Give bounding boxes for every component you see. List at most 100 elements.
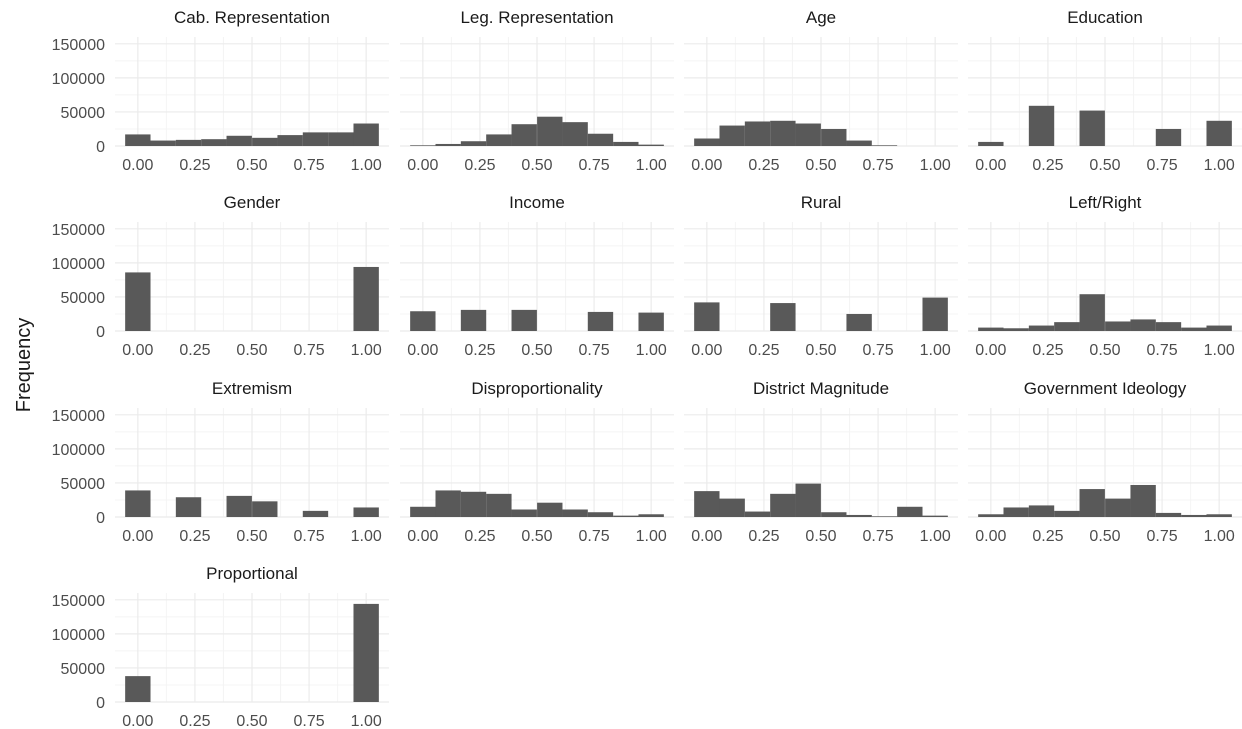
y-axis-title: Frequency xyxy=(13,318,35,413)
histogram-bar xyxy=(1155,512,1182,517)
x-tick-label: 0.75 xyxy=(1147,157,1178,174)
x-tick-label: 0.50 xyxy=(1089,157,1120,174)
histogram-bar xyxy=(1206,514,1232,517)
facet-panel: Government Ideology 0.00 0.25 0.50 0.75 1.00 xyxy=(968,379,1242,545)
x-tick-label: 0.50 xyxy=(805,342,836,359)
histogram-bar xyxy=(125,676,151,702)
histogram-bar xyxy=(410,311,436,331)
facet-panel: Cab. Representation 0.00 0.25 0.50 0.75 1.00 0… xyxy=(52,8,389,174)
x-tick-label: 0.00 xyxy=(975,342,1006,359)
histogram-bar xyxy=(871,145,898,146)
panel-title: District Magnitude xyxy=(753,379,889,398)
y-tick-label: 0 xyxy=(96,139,105,156)
x-tick-label: 0.50 xyxy=(236,342,267,359)
histogram-bar xyxy=(435,143,461,146)
histogram-bar xyxy=(719,125,745,146)
histogram-bar xyxy=(150,140,176,146)
x-tick-label: 1.00 xyxy=(351,157,382,174)
histogram-bar xyxy=(252,137,278,146)
histogram-bar xyxy=(719,498,745,517)
histogram-bar xyxy=(871,516,898,517)
histogram-bar xyxy=(587,512,614,517)
histogram-bar xyxy=(125,490,151,517)
histogram-bar xyxy=(1206,325,1232,331)
x-tick-label: 0.75 xyxy=(579,157,610,174)
facet-panel: Leg. Representation 0.00 0.25 0.50 0.75 1.00 xyxy=(400,8,674,174)
facet-panel: District Magnitude 0.00 0.25 0.50 0.75 1.00 xyxy=(684,379,958,545)
histogram-bar xyxy=(1105,498,1131,517)
x-tick-label: 0.25 xyxy=(1032,528,1063,545)
histogram-bar xyxy=(353,266,379,331)
x-tick-label: 0.75 xyxy=(579,528,610,545)
x-tick-label: 0.75 xyxy=(863,342,894,359)
x-tick-label: 0.75 xyxy=(1147,528,1178,545)
histogram-bar xyxy=(770,303,796,331)
histogram-bar xyxy=(638,312,664,331)
x-tick-label: 0.00 xyxy=(691,528,722,545)
histogram-bar xyxy=(353,123,379,146)
histogram-bar xyxy=(1054,510,1080,517)
panel-title: Age xyxy=(806,8,836,27)
x-tick-label: 0.25 xyxy=(464,157,495,174)
histogram-bar xyxy=(638,144,664,146)
histogram-bar xyxy=(125,272,151,331)
panel-title: Gender xyxy=(224,193,281,212)
facet-panel: Rural 0.00 0.25 0.50 0.75 1.00 xyxy=(684,193,958,359)
x-tick-label: 0.50 xyxy=(521,528,552,545)
x-tick-label: 0.25 xyxy=(748,342,779,359)
panel-title: Education xyxy=(1067,8,1143,27)
histogram-bar xyxy=(1003,328,1029,331)
histogram-bar xyxy=(846,140,872,146)
histogram-bar xyxy=(613,141,639,146)
histogram-bar xyxy=(1028,325,1055,331)
histogram-bar xyxy=(1003,507,1029,517)
histogram-bar xyxy=(1079,110,1105,146)
histogram-bar xyxy=(302,132,329,146)
x-tick-label: 0.00 xyxy=(122,713,153,729)
x-tick-label: 0.00 xyxy=(691,342,722,359)
x-tick-label: 0.00 xyxy=(975,528,1006,545)
x-tick-label: 0.75 xyxy=(294,713,325,729)
y-tick-label: 50000 xyxy=(61,105,106,122)
x-tick-label: 0.50 xyxy=(1089,528,1120,545)
histogram-bar xyxy=(744,121,771,146)
histogram-bar xyxy=(821,128,847,146)
histogram-bar xyxy=(1079,294,1105,331)
facet-panel: Education 0.00 0.25 0.50 0.75 1.00 xyxy=(968,8,1242,174)
histogram-bar xyxy=(277,135,303,146)
x-tick-label: 1.00 xyxy=(920,528,951,545)
facet-panel: Income 0.00 0.25 0.50 0.75 1.00 xyxy=(400,193,674,359)
histogram-bar xyxy=(897,506,923,517)
y-tick-label: 150000 xyxy=(52,408,105,425)
facet-panel: Extremism 0.00 0.25 0.50 0.75 1.00 0 50000 10000… xyxy=(52,379,389,545)
histogram-bar xyxy=(770,493,796,517)
histogram-bar xyxy=(821,512,847,517)
y-tick-label: 100000 xyxy=(52,627,105,644)
x-tick-label: 0.25 xyxy=(179,528,210,545)
y-tick-label: 100000 xyxy=(52,442,105,459)
histogram-bar xyxy=(922,297,948,331)
panel-title: Income xyxy=(509,193,565,212)
panel-title: Cab. Representation xyxy=(174,8,330,27)
histogram-bar xyxy=(694,302,720,331)
histogram-bar xyxy=(922,515,948,517)
x-tick-label: 1.00 xyxy=(636,157,667,174)
x-tick-label: 0.00 xyxy=(122,528,153,545)
y-tick-label: 150000 xyxy=(52,37,105,54)
y-tick-label: 50000 xyxy=(61,290,106,307)
y-tick-label: 150000 xyxy=(52,593,105,610)
histogram-bar xyxy=(846,514,872,517)
y-tick-label: 150000 xyxy=(52,222,105,239)
x-tick-label: 0.50 xyxy=(236,528,267,545)
histogram-bar xyxy=(795,483,821,517)
x-tick-label: 0.25 xyxy=(1032,157,1063,174)
histogram-bar xyxy=(328,132,354,146)
x-tick-label: 1.00 xyxy=(636,342,667,359)
histogram-bar xyxy=(1130,319,1156,331)
x-tick-label: 1.00 xyxy=(920,342,951,359)
histogram-bar xyxy=(226,495,252,517)
facet-panel: Age 0.00 0.25 0.50 0.75 1.00 xyxy=(684,8,958,174)
x-tick-label: 1.00 xyxy=(351,528,382,545)
histogram-bar xyxy=(562,122,588,146)
